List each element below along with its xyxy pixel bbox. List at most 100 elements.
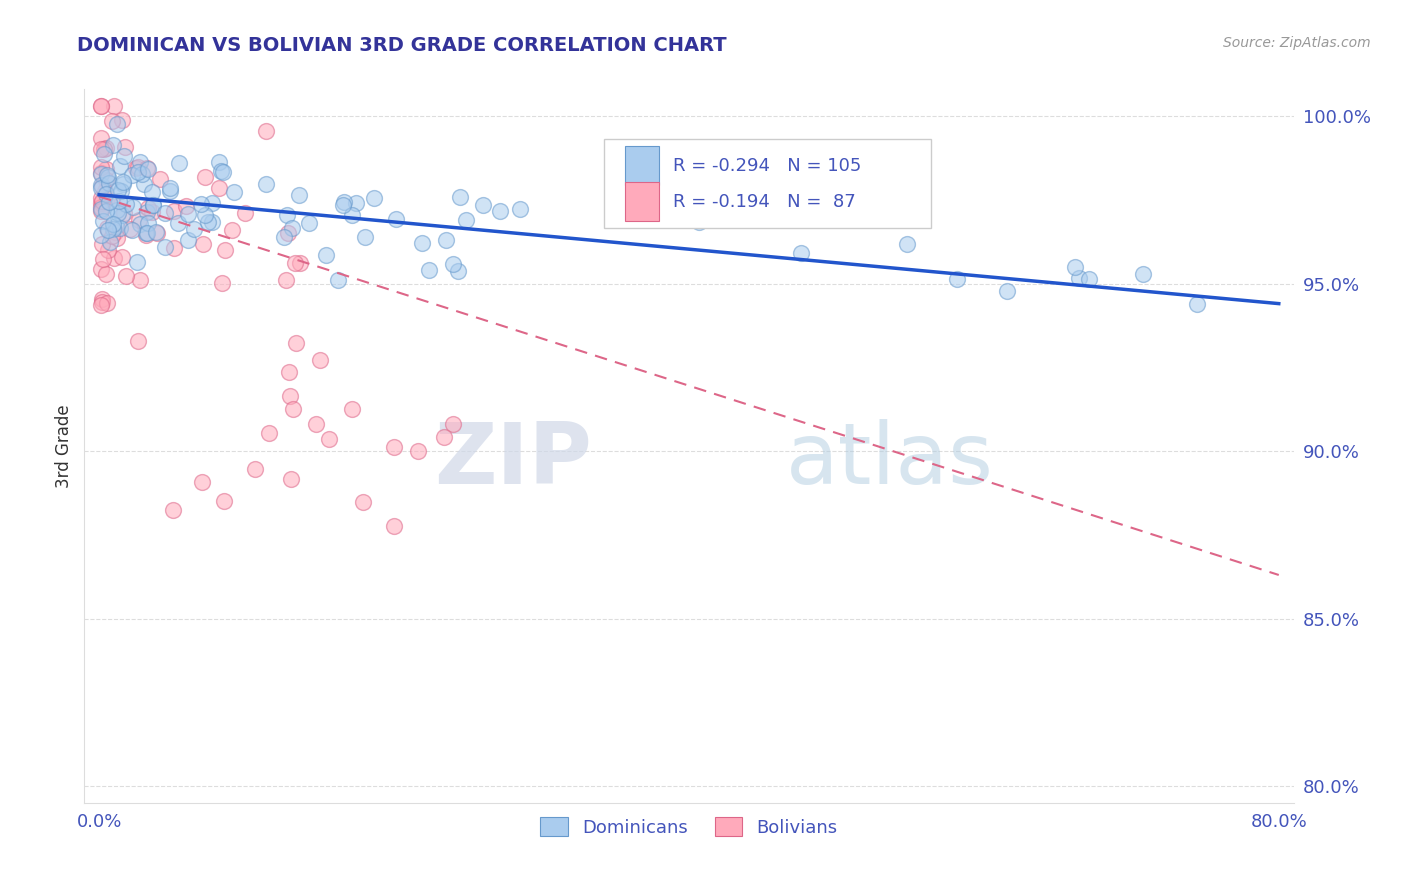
Point: [104, 225, 127, 239]
FancyBboxPatch shape: [624, 146, 659, 186]
Point: [121, 168, 143, 182]
Point: [136, 161, 159, 176]
Point: [221, 223, 243, 237]
Point: [90, 99, 112, 113]
Point: [284, 336, 307, 351]
Point: [190, 197, 212, 211]
Point: [136, 204, 159, 219]
Point: [315, 248, 337, 262]
Point: [127, 160, 149, 174]
Point: [90, 142, 112, 156]
Point: [110, 184, 132, 198]
Point: [159, 184, 181, 198]
Point: [94, 162, 117, 177]
Point: [125, 255, 148, 269]
Text: ZIP: ZIP: [434, 418, 592, 502]
Point: [1064, 260, 1087, 274]
Point: [167, 216, 190, 230]
Text: atlas: atlas: [786, 418, 994, 502]
Point: [208, 155, 231, 169]
Point: [98, 235, 121, 249]
Point: [447, 264, 470, 278]
Point: [90, 298, 112, 312]
Point: [209, 164, 232, 178]
Point: [100, 229, 122, 244]
Point: [91, 292, 114, 306]
Point: [748, 205, 770, 219]
Point: [90, 180, 112, 194]
Point: [163, 203, 186, 218]
Point: [90, 178, 112, 192]
Point: [278, 388, 301, 402]
Point: [326, 272, 349, 286]
Point: [131, 167, 153, 181]
Point: [183, 221, 205, 235]
Point: [193, 236, 215, 251]
Point: [128, 272, 150, 286]
Point: [136, 161, 159, 176]
Point: [340, 402, 363, 417]
Point: [174, 200, 197, 214]
Point: [101, 137, 124, 152]
Point: [259, 426, 281, 441]
Point: [509, 202, 531, 216]
Point: [97, 194, 120, 209]
Point: [90, 190, 112, 204]
Point: [142, 198, 165, 212]
Point: [103, 99, 125, 113]
Text: DOMINICAN VS BOLIVIAN 3RD GRADE CORRELATION CHART: DOMINICAN VS BOLIVIAN 3RD GRADE CORRELAT…: [77, 36, 727, 54]
Point: [96, 168, 118, 182]
Point: [115, 197, 138, 211]
Point: [132, 177, 155, 191]
Point: [94, 203, 117, 218]
Point: [193, 208, 215, 222]
Point: [107, 206, 129, 220]
Point: [790, 246, 813, 260]
Point: [135, 226, 157, 240]
Point: [384, 211, 406, 226]
Point: [489, 204, 512, 219]
Point: [276, 273, 298, 287]
Point: [273, 230, 295, 244]
Point: [284, 255, 307, 269]
Point: [118, 222, 141, 236]
Point: [90, 130, 112, 145]
Point: [201, 196, 224, 211]
Point: [153, 205, 176, 219]
Point: [382, 519, 405, 533]
Point: [90, 295, 112, 310]
Legend: Dominicans, Bolivians: Dominicans, Bolivians: [533, 810, 845, 844]
Point: [298, 216, 321, 230]
Point: [101, 218, 124, 232]
Point: [305, 417, 328, 431]
Point: [214, 243, 236, 257]
Point: [363, 191, 385, 205]
Point: [114, 268, 136, 283]
Point: [97, 244, 120, 258]
Point: [128, 213, 150, 227]
Point: [214, 494, 236, 508]
Point: [340, 208, 363, 222]
Point: [418, 262, 440, 277]
Point: [111, 175, 134, 189]
Point: [138, 201, 160, 215]
Point: [90, 167, 112, 181]
Point: [136, 216, 159, 230]
Point: [441, 417, 464, 432]
Point: [280, 472, 302, 486]
Point: [191, 475, 214, 490]
Point: [1185, 296, 1208, 310]
Point: [200, 214, 222, 228]
Point: [96, 187, 118, 202]
Point: [254, 124, 277, 138]
Point: [105, 117, 128, 131]
Point: [344, 196, 367, 211]
Point: [434, 233, 457, 247]
Point: [114, 140, 136, 154]
Text: R = -0.294   N = 105: R = -0.294 N = 105: [673, 157, 862, 175]
Point: [619, 175, 641, 189]
Point: [167, 155, 190, 169]
Point: [96, 267, 118, 281]
Point: [97, 223, 120, 237]
Point: [111, 208, 134, 222]
